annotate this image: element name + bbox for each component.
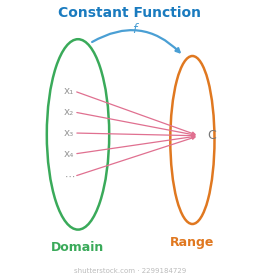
Text: x₃: x₃ xyxy=(64,128,74,138)
Text: Constant Function: Constant Function xyxy=(58,6,202,20)
Text: Range: Range xyxy=(170,236,214,249)
Text: Domain: Domain xyxy=(51,241,105,254)
Text: shutterstock.com · 2299184729: shutterstock.com · 2299184729 xyxy=(74,268,186,274)
Text: C: C xyxy=(207,129,216,142)
Text: ⋯: ⋯ xyxy=(65,171,75,181)
Text: x₁: x₁ xyxy=(64,86,74,96)
Text: f: f xyxy=(132,23,136,36)
Text: x₄: x₄ xyxy=(64,149,74,159)
FancyArrowPatch shape xyxy=(92,30,180,52)
Text: x₂: x₂ xyxy=(64,107,74,117)
